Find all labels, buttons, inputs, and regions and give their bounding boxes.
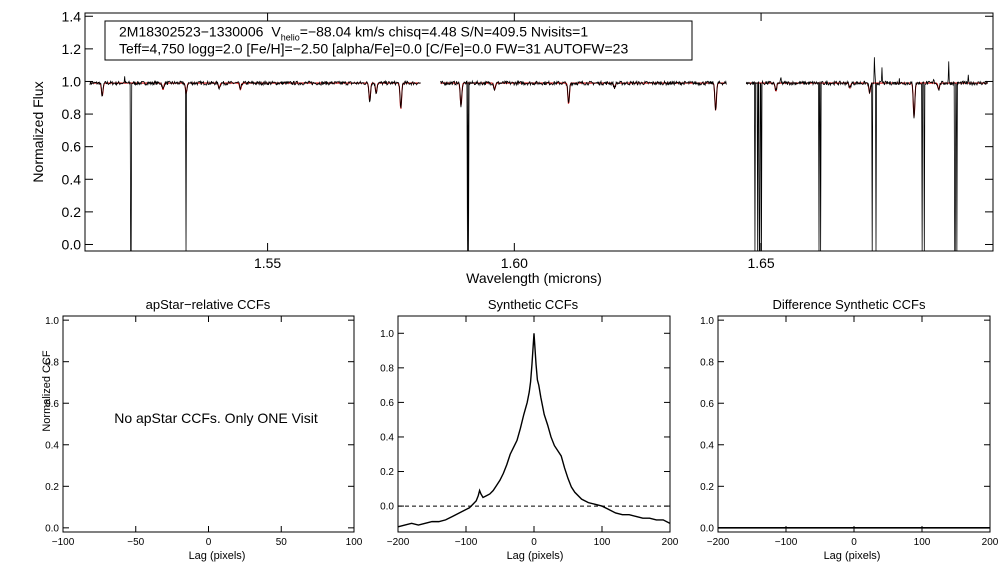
synthetic-ccf-x-tick-label: −100 bbox=[455, 537, 478, 548]
model-spectrum-line bbox=[440, 82, 727, 111]
synthetic-ccf-x-axis-label: Lag (pixels) bbox=[507, 550, 564, 562]
observed-spectrum-line bbox=[745, 57, 989, 252]
star-id: 2M18302523−1330006 bbox=[119, 24, 264, 40]
observed-spectrum-line bbox=[89, 76, 421, 252]
apstar-ccf-y-tick-label: 1.0 bbox=[45, 316, 59, 327]
spectrum-y-tick-label: 1.0 bbox=[62, 74, 82, 90]
synthetic-ccf-title: Synthetic CCFs bbox=[488, 297, 579, 312]
apstar-ccf-y-tick-label: 0.2 bbox=[45, 482, 59, 493]
model-spectrum-line bbox=[89, 82, 421, 109]
apstar-ccf-x-tick-label: −100 bbox=[52, 537, 75, 548]
difference-ccf-y-tick-label: 0.8 bbox=[700, 357, 714, 368]
difference-ccf-title: Difference Synthetic CCFs bbox=[773, 297, 926, 312]
synthetic-ccf-x-tick-label: 100 bbox=[594, 537, 611, 548]
difference-ccf-y-tick-label: 0.4 bbox=[700, 440, 714, 451]
spectrum-plot-frame bbox=[84, 12, 994, 252]
spectrum-y-tick-label: 0.8 bbox=[62, 106, 82, 122]
synthetic-ccf-x-tick-label: −200 bbox=[387, 537, 410, 548]
no-apstar-ccf-message: No apStar CCFs. Only ONE Visit bbox=[114, 410, 318, 426]
apstar-ccf-x-axis-label: Lag (pixels) bbox=[189, 550, 246, 562]
apstar-ccf-axis-ticks: −100 −50 0 50 100 0.0 0.2 0.4 0.6 0.8 1.0 bbox=[45, 316, 363, 548]
synthetic-ccf-y-tick-label: 1.0 bbox=[380, 329, 394, 340]
apstar-ccf-y-tick-label: 0.8 bbox=[45, 357, 59, 368]
model-spectrum-line bbox=[746, 82, 988, 118]
difference-ccf-x-tick-label: −200 bbox=[707, 537, 730, 548]
difference-ccf-y-tick-label: 0.0 bbox=[700, 523, 714, 534]
apstar-ccf-x-tick-label: 50 bbox=[276, 537, 288, 548]
synthetic-ccf-curve bbox=[397, 333, 671, 528]
difference-ccf-x-tick-label: 100 bbox=[914, 537, 931, 548]
difference-ccf-x-axis-label: Lag (pixels) bbox=[824, 550, 881, 562]
spectrum-x-tick-label: 1.65 bbox=[747, 255, 774, 271]
spectrum-model-layer bbox=[89, 82, 988, 118]
info-line-2: Teff=4,750 logg=2.0 [Fe/H]=−2.50 [alpha/… bbox=[119, 41, 628, 57]
apstar-ccf-x-tick-label: −50 bbox=[127, 537, 144, 548]
difference-ccf-y-tick-label: 0.2 bbox=[700, 482, 714, 493]
difference-ccf-y-tick-label: 1.0 bbox=[700, 316, 714, 327]
spectrum-y-axis-label: Normalized Flux bbox=[30, 81, 46, 182]
synthetic-ccf-y-tick-label: 0.0 bbox=[380, 502, 394, 513]
info-line-1: 2M18302523−1330006 Vhelio=−88.04 km/s chi… bbox=[119, 24, 588, 43]
synthetic-ccf-x-tick-label: 0 bbox=[531, 537, 537, 548]
synthetic-ccf-plot-frame bbox=[397, 315, 671, 533]
spectrum-y-tick-label: 1.4 bbox=[62, 8, 82, 24]
spectrum-x-tick-label: 1.60 bbox=[501, 255, 528, 271]
ccf-y-axis-label: Normalized CCF bbox=[41, 350, 53, 432]
synthetic-ccf-x-tick-label: 200 bbox=[662, 537, 679, 548]
spectrum-observed-layer bbox=[89, 57, 989, 252]
observed-spectrum-line bbox=[440, 79, 727, 252]
difference-ccf-x-tick-label: 0 bbox=[851, 537, 857, 548]
synthetic-ccf-y-tick-label: 0.4 bbox=[380, 433, 394, 444]
synthetic-ccf-axis-ticks: −200 −100 0 100 200 0.0 0.2 0.4 0.6 0.8 1.0 bbox=[380, 316, 679, 548]
synthetic-ccf-y-tick-label: 0.6 bbox=[380, 398, 394, 409]
apstar-ccf-y-tick-label: 0.6 bbox=[45, 399, 59, 410]
difference-ccf-x-tick-label: −100 bbox=[775, 537, 798, 548]
spectrum-y-tick-label: 1.2 bbox=[62, 41, 82, 57]
apstar-ccf-title: apStar−relative CCFs bbox=[146, 297, 271, 312]
info-box bbox=[104, 20, 693, 61]
apstar-ccf-x-tick-label: 0 bbox=[206, 537, 212, 548]
spectrum-x-tick-label: 1.55 bbox=[254, 255, 281, 271]
spectrum-axis-ticks: 1.55 1.60 1.65 0.0 0.2 0.4 0.6 0.8 1.0 1.2 1.4 bbox=[62, 8, 993, 271]
synthetic-ccf-lines bbox=[397, 333, 671, 528]
spectrum-y-tick-label: 0.2 bbox=[62, 204, 82, 220]
apstar-ccf-y-tick-label: 0.4 bbox=[45, 440, 59, 451]
spectrum-y-tick-label: 0.0 bbox=[62, 237, 82, 253]
synthetic-ccf-y-tick-label: 0.2 bbox=[380, 467, 394, 478]
apstar-ccf-x-tick-label: 100 bbox=[346, 537, 363, 548]
difference-ccf-y-tick-label: 0.6 bbox=[700, 399, 714, 410]
synthetic-ccf-y-tick-label: 0.8 bbox=[380, 363, 394, 374]
v-helio-subscript: helio bbox=[281, 33, 300, 43]
difference-ccf-plot-frame bbox=[717, 315, 991, 533]
apstar-ccf-y-tick-label: 0.0 bbox=[45, 523, 59, 534]
difference-ccf-axis-ticks: −200 −100 0 100 200 0.0 0.2 0.4 0.6 0.8 1.0 bbox=[700, 316, 999, 548]
spectrum-y-tick-label: 0.4 bbox=[62, 171, 82, 187]
spectrum-x-axis-label: Wavelength (microns) bbox=[466, 270, 602, 286]
difference-ccf-x-tick-label: 200 bbox=[982, 537, 999, 548]
spectrum-y-tick-label: 0.6 bbox=[62, 139, 82, 155]
v-helio-symbol: V bbox=[271, 24, 281, 40]
info-line-1-rest: =−88.04 km/s chisq=4.48 S/N=409.5 Nvisit… bbox=[300, 24, 589, 40]
